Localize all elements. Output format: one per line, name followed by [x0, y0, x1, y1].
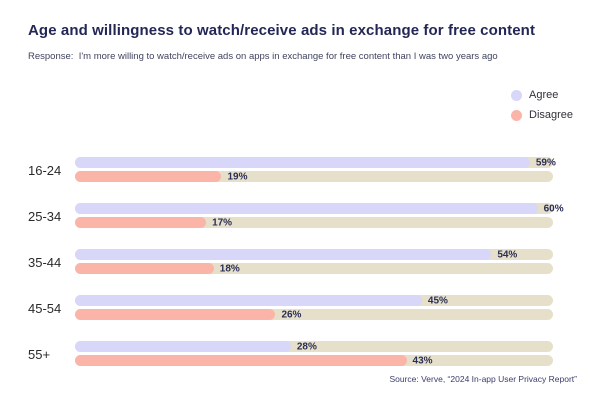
value-label: 17% — [212, 217, 233, 228]
value-label: 59% — [535, 157, 556, 168]
bar-group-16-24: 16-24 59% 19% — [0, 155, 600, 185]
bar-track: 28% — [75, 341, 553, 352]
legend-label-agree: Agree — [529, 89, 559, 101]
category-label: 16-24 — [28, 163, 62, 178]
value-label: 60% — [543, 203, 564, 214]
legend-label-disagree: Disagree — [529, 109, 574, 121]
category-label: 35-44 — [28, 255, 62, 270]
category-label: 55+ — [28, 347, 51, 362]
bar-track: 45% — [75, 295, 553, 306]
agree-bar-row: 59% — [75, 157, 556, 168]
disagree-bar — [75, 355, 407, 366]
bar-track: 26% — [75, 309, 553, 320]
disagree-swatch-icon — [511, 110, 522, 121]
agree-bar — [75, 203, 538, 214]
value-label: 19% — [227, 171, 248, 182]
bar-group-35-44: 35-44 54% 18% — [0, 247, 600, 277]
source-attribution: Source: Verve, “2024 In-app User Privacy… — [389, 374, 577, 384]
agree-bar — [75, 249, 492, 260]
agree-bar — [75, 341, 291, 352]
bar-group-25-34: 25-34 60% 17% — [0, 201, 600, 231]
bar-group-45-54: 45-54 45% 26% — [0, 293, 600, 323]
agree-bar — [75, 295, 422, 306]
bar-track: 54% — [75, 249, 553, 260]
chart-subtitle: Response: I'm more willing to watch/rece… — [28, 51, 498, 62]
category-label: 45-54 — [28, 301, 62, 316]
category-label: 25-34 — [28, 209, 62, 224]
value-label: 26% — [281, 309, 302, 320]
value-label: 45% — [427, 295, 448, 306]
legend: Agree Disagree — [511, 90, 573, 130]
disagree-bar — [75, 217, 207, 228]
value-label: 43% — [412, 355, 433, 366]
legend-item-disagree: Disagree — [511, 110, 573, 121]
disagree-bar — [75, 309, 276, 320]
disagree-bar-row: 18% — [75, 263, 553, 274]
bar-track: 17% — [75, 217, 553, 228]
agree-bar-row: 45% — [75, 295, 553, 306]
chart-title: Age and willingness to watch/receive ads… — [28, 22, 536, 39]
value-label: 18% — [219, 263, 240, 274]
bar-track: 18% — [75, 263, 553, 274]
agree-bar-row: 54% — [75, 249, 553, 260]
value-label: 54% — [497, 249, 518, 260]
disagree-bar-row: 43% — [75, 355, 553, 366]
disagree-bar-row: 17% — [75, 217, 553, 228]
agree-bar — [75, 157, 530, 168]
agree-swatch-icon — [511, 90, 522, 101]
value-label: 28% — [296, 341, 317, 352]
disagree-bar-row: 26% — [75, 309, 553, 320]
bar-group-55plus: 55+ 28% 43% — [0, 339, 600, 369]
disagree-bar — [75, 171, 222, 182]
bar-track: 19% — [75, 171, 553, 182]
disagree-bar-row: 19% — [75, 171, 553, 182]
agree-bar-row: 60% — [75, 203, 564, 214]
disagree-bar — [75, 263, 214, 274]
bar-track: 59% — [75, 157, 556, 168]
agree-bar-row: 28% — [75, 341, 553, 352]
legend-item-agree: Agree — [511, 90, 573, 101]
bar-track: 43% — [75, 355, 553, 366]
bar-track: 60% — [75, 203, 564, 214]
